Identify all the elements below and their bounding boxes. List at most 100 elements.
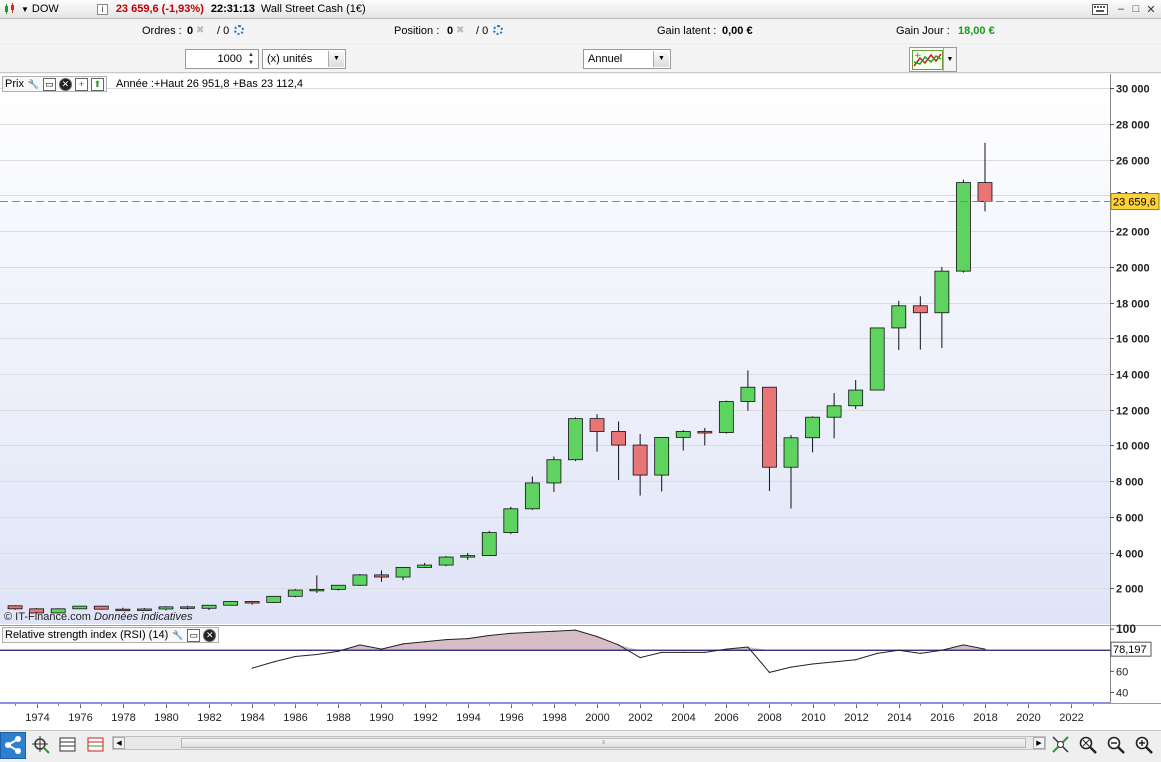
y-tick-label: 14 000 (1116, 370, 1150, 382)
maximize-icon[interactable]: □ (1132, 3, 1140, 15)
keyboard-icon[interactable] (1091, 2, 1109, 16)
rsi-point (661, 651, 663, 653)
minimize-icon[interactable]: – (1117, 3, 1125, 15)
plus-icon[interactable]: + (74, 77, 88, 91)
chevron-down-icon[interactable]: ▼ (328, 51, 344, 67)
crosshair-icon[interactable] (31, 735, 51, 755)
close-icon[interactable]: ✕ (1146, 3, 1156, 16)
chart-candle-icon[interactable] (3, 2, 17, 16)
position-count: 0 (447, 25, 454, 37)
indicators-button[interactable]: + ▼ (909, 47, 957, 72)
x-tick-label: 1976 (68, 712, 92, 724)
scroll-right-icon[interactable]: ▶ (1033, 737, 1045, 749)
x-tick-label: 2004 (671, 712, 695, 724)
rsi-point (682, 651, 684, 653)
y-tick-label: 28 000 (1116, 120, 1150, 132)
window-icon[interactable]: ▭ (42, 77, 56, 91)
x-tick-label: 1990 (369, 712, 393, 724)
indicator-chart-icon: + (912, 50, 943, 70)
scrollbar-thumb[interactable]: ≡ (181, 738, 1026, 748)
y-tick-label: 22 000 (1116, 227, 1150, 239)
rsi-value-tag (1110, 641, 1152, 657)
symbol-name[interactable]: DOW (31, 3, 59, 15)
last-price-tag (1110, 193, 1160, 211)
x-tick-label: 1986 (283, 712, 307, 724)
candle-down (611, 431, 626, 446)
share-button[interactable] (0, 732, 26, 759)
rsi-point (337, 650, 339, 652)
instrument-name: Wall Street Cash (1€) (260, 3, 366, 15)
rsi-point (833, 661, 835, 663)
x-tick-label: 1988 (326, 712, 350, 724)
period-select[interactable]: Annuel ▼ (583, 49, 671, 69)
y-tick-label: 18 000 (1116, 299, 1150, 311)
orders-cancel-icon[interactable]: ✖ (196, 25, 205, 36)
disclaimer-text: Données indicatives (94, 611, 193, 623)
zoom-reset-icon[interactable] (1078, 735, 1098, 755)
candle-up (891, 305, 907, 329)
x-tick-label: 1982 (197, 712, 221, 724)
candle-up (783, 437, 799, 468)
copyright-notice: © IT-Finance.com Données indicatives (4, 611, 192, 623)
bottom-toolbar: ◀ ≡ ▶ (0, 730, 1161, 762)
quantity-stepper[interactable]: ▲ ▼ (248, 52, 254, 66)
x-tick-label: 2002 (628, 712, 652, 724)
rsi-point (359, 644, 361, 646)
candle-up (395, 566, 411, 578)
candle-up (524, 482, 540, 510)
y-tick-label: 30 000 (1116, 84, 1150, 96)
chevron-down-icon[interactable]: ▼ (653, 51, 669, 67)
wrench-icon[interactable]: 🔧 (27, 78, 40, 89)
chevron-down-icon[interactable]: ▼ (943, 48, 956, 71)
rsi-y-tick-label: 60 (1116, 666, 1128, 678)
candle-up (503, 508, 519, 533)
y-tick-label: 2 000 (1116, 584, 1144, 596)
zoom-out-icon[interactable] (1106, 735, 1126, 755)
x-tick-label: 1998 (542, 712, 566, 724)
candle-up (460, 555, 476, 558)
candle-up (137, 608, 152, 611)
candle-up (330, 584, 346, 590)
x-tick-label: 2012 (844, 712, 868, 724)
x-tick-label: 2020 (1016, 712, 1040, 724)
position-close-icon[interactable]: ✖ (456, 25, 465, 36)
candle-up (956, 182, 971, 272)
close-icon[interactable]: ✕ (203, 628, 217, 642)
indicator-icon[interactable] (86, 735, 106, 755)
orders-gear-icon[interactable] (234, 25, 244, 37)
candle-up (805, 416, 820, 439)
position-gear-icon[interactable] (493, 25, 503, 37)
last-price-label: 23 659,6 (1113, 197, 1156, 209)
candle-up (718, 401, 734, 433)
candle-up (72, 605, 88, 610)
rsi-point (941, 649, 943, 651)
rsi-point (574, 629, 577, 631)
close-icon[interactable]: ✕ (58, 77, 72, 91)
copyright-text: © IT-Finance.com (4, 611, 91, 623)
quantity-input[interactable]: 1000 ▲ ▼ (185, 49, 259, 69)
arrow-up-icon[interactable]: ⬆ (90, 77, 104, 91)
y-tick-label: 16 000 (1116, 334, 1150, 346)
rsi-point (402, 643, 404, 645)
rsi-y-tick-label: 40 (1116, 687, 1128, 699)
rsi-point (553, 630, 555, 632)
horizontal-scrollbar[interactable]: ◀ ≡ ▶ (112, 736, 1046, 750)
position-total: / 0 (476, 25, 489, 37)
chart-area[interactable]: 2 000 4 000 6 000 8 000 10 000 12 000 14 000 16… (0, 74, 1161, 730)
candle-down (697, 431, 713, 434)
x-tick-label: 1996 (499, 712, 523, 724)
info-icon[interactable]: i (96, 3, 108, 15)
window-icon[interactable]: ▭ (187, 628, 201, 642)
zoom-in-icon[interactable] (1134, 735, 1154, 755)
gain-latent-value: 0,00 € (722, 25, 753, 37)
candle-up (266, 595, 282, 603)
wrench-icon[interactable]: 🔧 (172, 629, 184, 640)
unit-select[interactable]: (x) unités ▼ (262, 49, 346, 69)
candle-down (115, 608, 131, 612)
scroll-left-icon[interactable]: ◀ (113, 737, 125, 749)
gain-jour-label: Gain Jour : (896, 25, 950, 37)
symbol-dropdown-icon[interactable]: ▼ (21, 4, 29, 14)
cursor-icon[interactable] (58, 735, 78, 755)
zoom-fit-icon[interactable] (1051, 735, 1071, 755)
